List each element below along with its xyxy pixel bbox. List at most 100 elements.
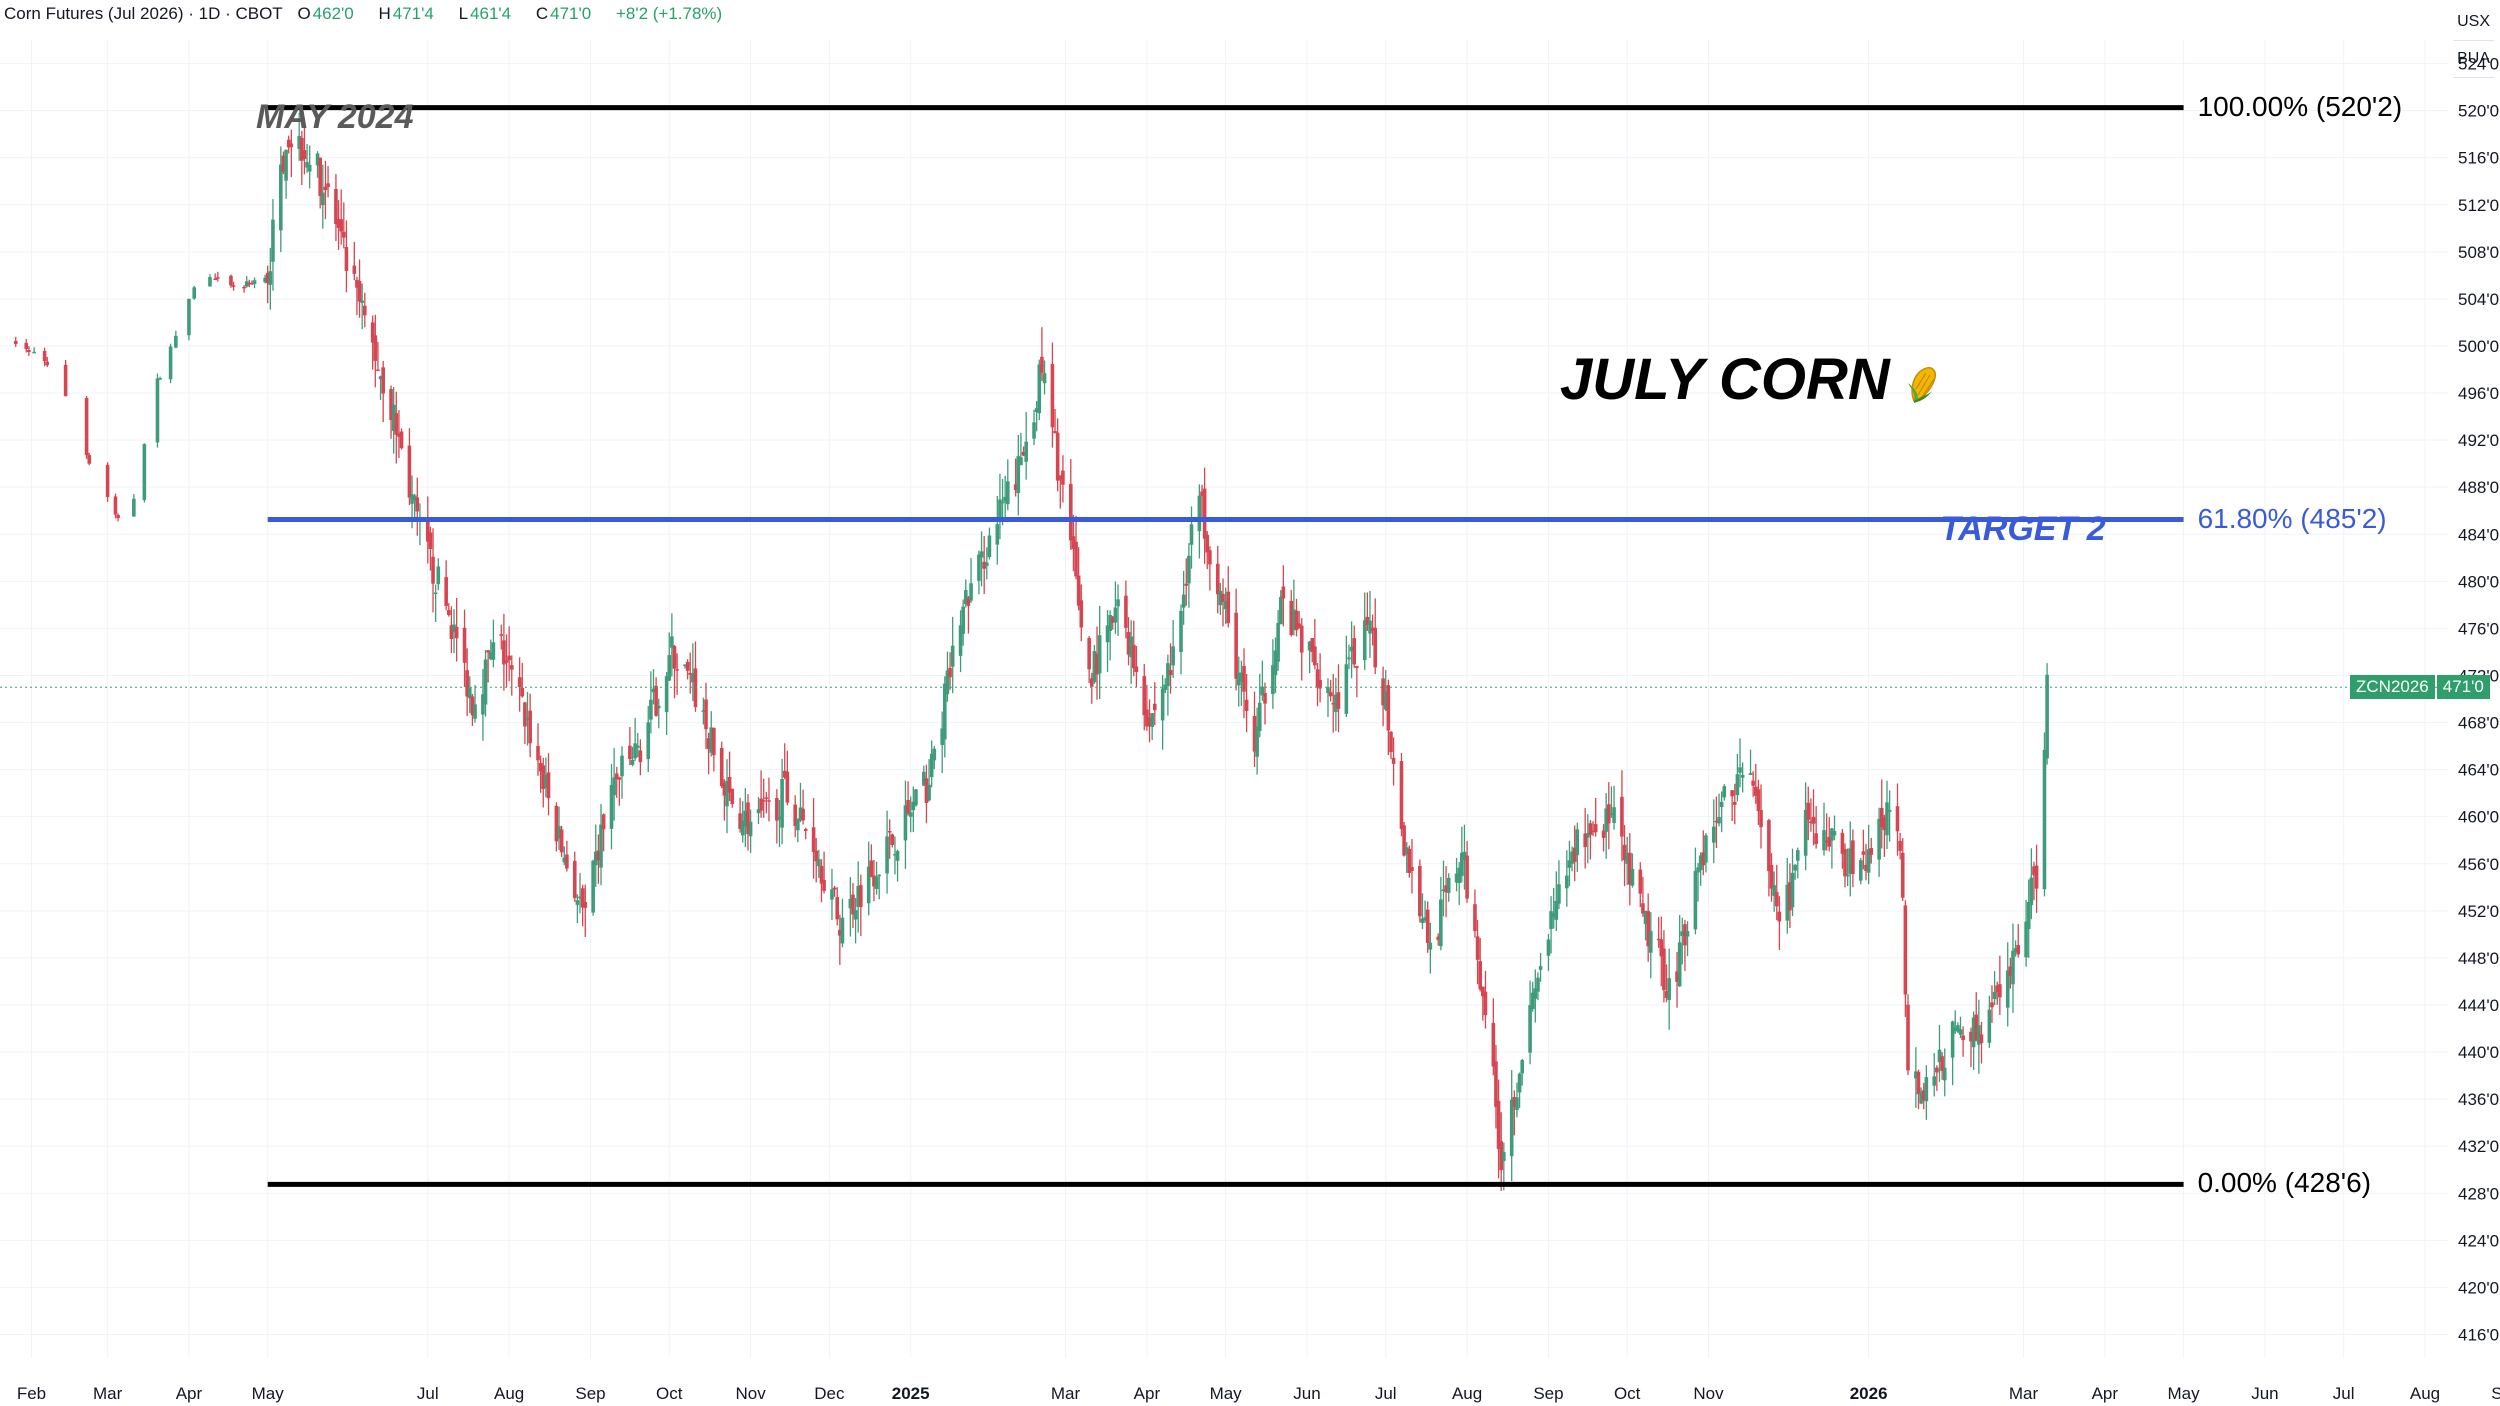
candle-body bbox=[1879, 808, 1884, 828]
candle-body bbox=[231, 285, 236, 287]
candle bbox=[1593, 797, 1598, 837]
candle bbox=[279, 146, 283, 253]
candle bbox=[782, 743, 787, 780]
candle bbox=[523, 701, 527, 744]
candle-body bbox=[1974, 1014, 1979, 1041]
candle bbox=[840, 898, 845, 948]
candle-body bbox=[216, 277, 220, 279]
candle bbox=[1221, 578, 1225, 627]
candle bbox=[759, 770, 763, 818]
candle bbox=[2045, 663, 2049, 765]
candle bbox=[1680, 917, 1685, 965]
candle bbox=[1349, 621, 1354, 679]
candle bbox=[1097, 605, 1102, 700]
candle bbox=[284, 149, 288, 199]
candle-body bbox=[1200, 491, 1204, 496]
candle bbox=[1019, 432, 1023, 466]
candle-body bbox=[491, 642, 496, 660]
candle bbox=[168, 343, 173, 384]
candle-body bbox=[628, 745, 632, 760]
candle bbox=[174, 330, 178, 349]
candle-body bbox=[672, 646, 677, 669]
candle-body bbox=[1494, 1061, 1498, 1108]
candle-body bbox=[609, 784, 614, 829]
candle-body bbox=[132, 498, 136, 517]
candle bbox=[1950, 1020, 1955, 1086]
candle bbox=[1570, 846, 1574, 872]
chart-header: Corn Futures (Jul 2026) · 1D · CBOT O 462… bbox=[4, 4, 732, 24]
candle-body bbox=[780, 779, 784, 828]
candle-body bbox=[1866, 849, 1871, 873]
candle bbox=[13, 336, 18, 347]
candle-body bbox=[1732, 802, 1737, 805]
candle-body bbox=[1276, 622, 1280, 662]
candle bbox=[1675, 951, 1679, 1008]
candle-body bbox=[580, 888, 585, 908]
candle bbox=[683, 664, 687, 669]
candle bbox=[1575, 822, 1580, 872]
candle bbox=[116, 513, 120, 522]
candle-body bbox=[357, 280, 362, 302]
candle bbox=[1496, 1079, 1501, 1179]
candle-body bbox=[664, 676, 669, 713]
candle bbox=[1557, 860, 1561, 910]
candle-body bbox=[462, 627, 467, 663]
candle bbox=[1719, 791, 1724, 833]
candle bbox=[1454, 857, 1459, 892]
candle-body bbox=[1454, 873, 1459, 883]
candle-body bbox=[1795, 850, 1800, 861]
candle-body bbox=[394, 413, 399, 435]
candle-body bbox=[1509, 1099, 1514, 1157]
candle bbox=[1641, 876, 1645, 917]
candle bbox=[2011, 923, 2015, 1013]
candle-body bbox=[1937, 1049, 1942, 1063]
candle-body bbox=[591, 860, 595, 913]
x-tick-label: Aug bbox=[1452, 1384, 1482, 1403]
candle-body bbox=[213, 278, 218, 281]
candle-body bbox=[1370, 627, 1375, 632]
candle bbox=[777, 799, 782, 848]
candle-body bbox=[1877, 818, 1881, 860]
candle bbox=[1373, 598, 1378, 675]
candle bbox=[425, 496, 430, 564]
candle bbox=[1260, 660, 1265, 701]
candle bbox=[1974, 992, 1979, 1042]
candle-body bbox=[701, 710, 706, 712]
candle bbox=[964, 579, 968, 608]
candle bbox=[1108, 610, 1112, 661]
candle bbox=[906, 781, 910, 816]
candle bbox=[192, 285, 197, 300]
candle bbox=[399, 428, 404, 450]
candle bbox=[670, 613, 674, 677]
y-tick-label: 456'0 bbox=[2458, 855, 2499, 874]
candle bbox=[599, 803, 603, 886]
candle bbox=[541, 757, 546, 808]
candle bbox=[987, 527, 992, 560]
candle-body bbox=[1656, 938, 1661, 941]
candle-body bbox=[885, 836, 889, 874]
candle-body bbox=[391, 404, 396, 431]
candle bbox=[859, 874, 863, 936]
candle-body bbox=[1399, 761, 1404, 829]
candle-body bbox=[583, 902, 588, 908]
candle-body bbox=[1675, 971, 1679, 982]
candle-body bbox=[407, 445, 412, 498]
candle bbox=[1428, 922, 1433, 974]
candle bbox=[155, 373, 160, 448]
candle bbox=[1992, 971, 1997, 1006]
candle bbox=[1546, 933, 1551, 971]
y-tick-label: 444'0 bbox=[2458, 996, 2499, 1015]
candle-body bbox=[756, 809, 761, 814]
candle bbox=[667, 632, 672, 681]
candle-body bbox=[250, 282, 254, 285]
candle-body bbox=[488, 652, 493, 660]
currency-selector[interactable]: USX BUA bbox=[2453, 4, 2494, 78]
candle bbox=[1297, 611, 1301, 629]
candle bbox=[231, 281, 236, 291]
y-tick-label: 420'0 bbox=[2458, 1278, 2499, 1297]
candle-body bbox=[1108, 615, 1112, 632]
candle-body bbox=[630, 759, 635, 765]
candle bbox=[903, 780, 908, 869]
candle bbox=[1827, 817, 1832, 852]
